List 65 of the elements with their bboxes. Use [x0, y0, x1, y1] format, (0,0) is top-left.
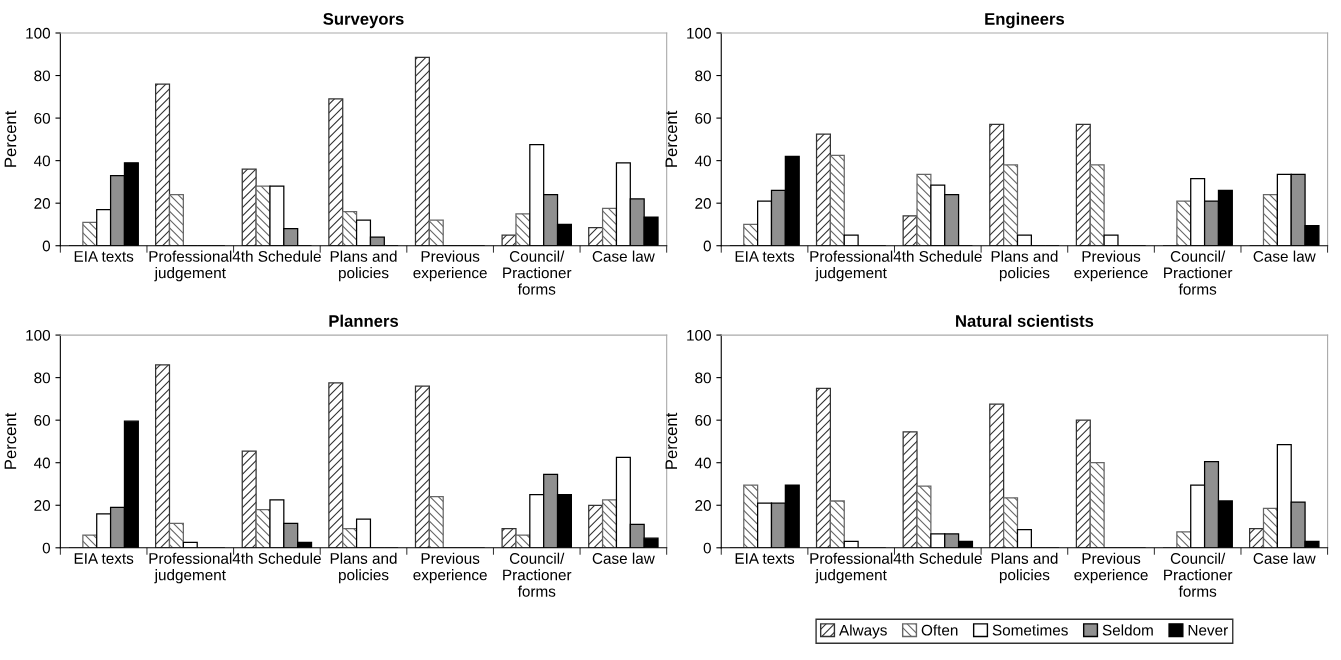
x-tick-label: EIA texts — [74, 251, 134, 262]
x-tick-label: EIA texts — [735, 553, 795, 564]
x-tick-label: Previous experience — [413, 552, 487, 584]
x-tick-label: Professional judgement — [149, 250, 232, 282]
y-tick-label: 60 — [34, 112, 51, 124]
y-tick-label: 80 — [695, 70, 711, 82]
y-axis-title: Percent — [4, 110, 17, 167]
x-tick-label: Council/ Practioner forms — [503, 552, 572, 597]
y-tick-label: 60 — [34, 415, 51, 426]
y-tick-label: 40 — [694, 155, 711, 167]
y-tick-label: 20 — [695, 198, 711, 209]
x-tick-label: Case law — [1253, 250, 1316, 262]
y-tick-label: 100 — [687, 27, 711, 39]
x-tick-label: Previous experience — [413, 250, 487, 282]
x-tick-label: Professional judgement — [810, 552, 893, 584]
legend-label: Seldom — [1102, 624, 1153, 636]
y-axis-title: Percent — [665, 110, 678, 167]
y-axis-title: Percent — [665, 412, 678, 469]
x-tick-label: Previous experience — [1074, 552, 1148, 584]
y-axis-title: Percent — [4, 412, 17, 469]
y-tick-label: 40 — [33, 155, 51, 167]
x-tick-label: Case law — [592, 250, 655, 262]
legend-label: Never — [1188, 624, 1228, 636]
x-tick-label: EIA texts — [735, 251, 795, 262]
x-tick-label: Plans and policies — [330, 250, 397, 282]
x-tick-label: Case law — [592, 552, 655, 564]
x-tick-label: 4th Schedule — [232, 250, 321, 262]
legend-label: Often — [921, 624, 958, 636]
x-tick-label: Plans and policies — [991, 552, 1058, 584]
x-tick-label: EIA texts — [74, 553, 134, 564]
chart-title: Surveyors — [323, 13, 404, 29]
y-tick-label: 0 — [42, 240, 51, 252]
legend-label: Always — [839, 624, 887, 639]
x-tick-label: Plans and policies — [991, 250, 1058, 282]
y-tick-label: 60 — [695, 415, 711, 426]
x-tick-label: Previous experience — [1074, 250, 1148, 282]
x-tick-label: Council/ Practioner forms — [1164, 250, 1233, 295]
y-tick-label: 100 — [687, 329, 711, 341]
legend-label: Sometimes — [992, 624, 1068, 636]
x-tick-label: Case law — [1253, 552, 1316, 564]
y-tick-label: 0 — [703, 240, 711, 252]
x-tick-label: 4th Schedule — [232, 552, 321, 564]
y-tick-label: 40 — [694, 457, 711, 469]
chart-title: Planners — [329, 314, 399, 327]
y-tick-label: 20 — [695, 500, 711, 511]
y-tick-label: 100 — [26, 27, 51, 39]
x-tick-label: Plans and policies — [330, 552, 397, 584]
y-tick-label: 20 — [34, 198, 51, 209]
y-tick-label: 100 — [26, 329, 51, 341]
chart-title: Engineers — [985, 12, 1065, 29]
x-tick-label: Council/ Practioner forms — [1164, 552, 1233, 597]
y-tick-label: 80 — [34, 372, 51, 384]
chart-title: Natural scientists — [956, 314, 1094, 327]
x-tick-label: Professional judgement — [810, 250, 893, 282]
x-tick-label: Professional judgement — [149, 552, 232, 584]
y-tick-label: 40 — [33, 457, 51, 469]
x-tick-label: Council/ Practioner forms — [503, 250, 572, 295]
y-tick-label: 0 — [703, 542, 711, 554]
x-tick-label: 4th Schedule — [893, 250, 982, 262]
y-tick-label: 80 — [34, 70, 51, 82]
y-tick-label: 0 — [42, 542, 51, 554]
y-tick-label: 20 — [34, 500, 51, 511]
y-tick-label: 80 — [695, 372, 711, 384]
y-tick-label: 60 — [695, 112, 711, 124]
x-tick-label: 4th Schedule — [893, 552, 982, 564]
